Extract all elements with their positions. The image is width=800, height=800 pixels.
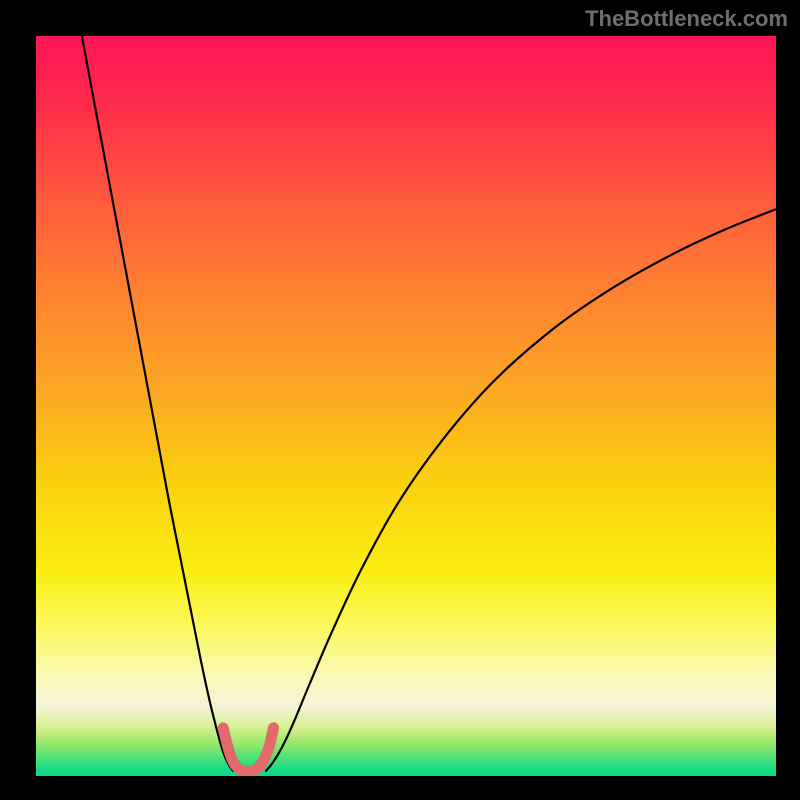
trough-marker <box>223 728 273 772</box>
curve-right <box>265 209 776 771</box>
chart-plot-area <box>36 36 776 776</box>
watermark-text: TheBottleneck.com <box>585 6 788 32</box>
curve-left <box>82 36 234 772</box>
chart-curves-layer <box>36 36 776 776</box>
